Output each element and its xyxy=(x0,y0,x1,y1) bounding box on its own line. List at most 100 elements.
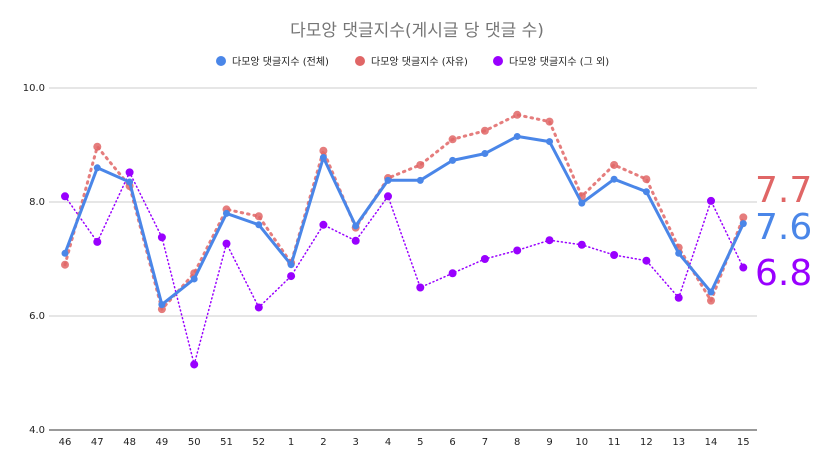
x-tick-label: 52 xyxy=(252,437,265,448)
data-point-all xyxy=(675,249,683,257)
legend-label-all: 다모앙 댓글지수 (전체) xyxy=(232,56,329,68)
y-tick-label: 10.0 xyxy=(23,83,45,94)
data-point-other xyxy=(254,303,263,312)
y-axis: 4.0 6.0 8.0 10.0 xyxy=(23,83,45,436)
data-point-free xyxy=(416,160,425,169)
data-point-other xyxy=(480,255,489,263)
data-point-all xyxy=(223,209,230,217)
data-point-free xyxy=(61,260,69,269)
end-label-all: 7.6 xyxy=(755,207,812,248)
x-tick-label: 49 xyxy=(156,437,169,448)
gridlines xyxy=(49,87,757,431)
data-point-free xyxy=(642,175,651,184)
y-tick-label: 6.0 xyxy=(29,311,45,322)
data-point-free xyxy=(739,213,748,222)
x-tick-label: 48 xyxy=(123,437,136,448)
data-point-free xyxy=(254,212,263,221)
data-point-other xyxy=(190,360,199,369)
y-tick-label: 4.0 xyxy=(29,425,45,436)
data-point-all xyxy=(610,175,618,183)
data-point-other xyxy=(448,269,457,278)
data-point-all xyxy=(190,275,198,283)
data-point-free xyxy=(93,142,102,151)
data-point-other xyxy=(610,251,619,260)
series-all xyxy=(61,132,747,309)
x-tick-label: 47 xyxy=(91,437,104,448)
x-tick-label: 12 xyxy=(640,437,653,448)
data-point-other xyxy=(287,272,296,281)
data-point-other xyxy=(642,256,651,265)
legend: 다모앙 댓글지수 (전체) 다모앙 댓글지수 (자유) 다모앙 댓글지수 (그 … xyxy=(216,56,609,68)
data-point-all xyxy=(449,156,457,164)
series-free xyxy=(61,110,748,314)
data-point-all xyxy=(319,154,327,162)
data-point-other xyxy=(93,237,102,246)
data-point-other xyxy=(416,283,425,292)
x-tick-label: 4 xyxy=(385,437,391,448)
data-point-all xyxy=(416,176,424,184)
x-axis: 46 47 48 49 50 51 52 1 2 3 4 5 6 7 8 9 10 11 12 13 14 15 xyxy=(59,437,750,448)
x-tick-label: 5 xyxy=(417,437,423,448)
x-tick-label: 46 xyxy=(59,437,72,448)
data-point-all xyxy=(287,261,295,269)
data-point-all xyxy=(158,301,166,309)
legend-item-free: 다모앙 댓글지수 (자유) xyxy=(355,56,468,68)
data-point-all xyxy=(384,176,392,184)
x-tick-label: 13 xyxy=(672,437,685,448)
x-tick-label: 2 xyxy=(320,437,326,448)
series-layer xyxy=(61,110,748,369)
data-point-other xyxy=(157,233,166,242)
data-point-all xyxy=(93,164,101,172)
data-point-free xyxy=(545,117,554,126)
legend-item-all: 다모앙 댓글지수 (전체) xyxy=(216,56,329,68)
data-point-free xyxy=(448,135,457,144)
series-line-other xyxy=(64,171,745,366)
data-point-all xyxy=(546,138,553,146)
data-point-free xyxy=(319,146,328,155)
x-tick-label: 7 xyxy=(482,437,488,448)
x-tick-label: 15 xyxy=(737,437,750,448)
legend-item-other: 다모앙 댓글지수 (그 외) xyxy=(493,56,609,68)
data-point-other xyxy=(125,168,134,177)
x-tick-label: 1 xyxy=(288,437,294,448)
series-line-all xyxy=(63,134,745,307)
end-label-free: 7.7 xyxy=(755,170,812,211)
data-point-other xyxy=(739,263,748,272)
data-point-free xyxy=(707,296,715,305)
x-tick-label: 50 xyxy=(188,437,201,448)
legend-swatch-all xyxy=(216,56,226,66)
x-tick-label: 10 xyxy=(575,437,588,448)
legend-label-other: 다모앙 댓글지수 (그 외) xyxy=(509,56,609,68)
data-point-all xyxy=(739,220,747,228)
data-point-free xyxy=(480,126,489,135)
data-point-all xyxy=(513,132,521,140)
data-point-other xyxy=(674,293,683,302)
x-tick-label: 6 xyxy=(449,437,455,448)
data-point-other xyxy=(577,240,586,249)
data-point-all xyxy=(707,288,715,296)
data-point-all xyxy=(255,221,263,229)
end-label-other: 6.8 xyxy=(755,253,812,294)
series-other xyxy=(61,168,748,369)
legend-label-free: 다모앙 댓글지수 (자유) xyxy=(371,56,468,68)
data-point-free xyxy=(610,160,619,169)
series-line-free xyxy=(63,113,745,311)
legend-swatch-free xyxy=(355,56,365,66)
data-point-other xyxy=(545,236,554,245)
data-point-other xyxy=(61,192,69,201)
legend-swatch-other xyxy=(493,56,503,66)
data-point-other xyxy=(222,239,231,248)
data-point-all xyxy=(352,222,360,230)
x-tick-label: 11 xyxy=(608,437,621,448)
x-tick-label: 51 xyxy=(220,437,233,448)
x-tick-label: 9 xyxy=(546,437,552,448)
data-point-other xyxy=(513,246,522,255)
data-point-all xyxy=(642,188,650,196)
data-point-all xyxy=(578,199,586,207)
data-point-other xyxy=(384,192,392,201)
data-point-other xyxy=(319,220,328,229)
x-tick-label: 14 xyxy=(705,437,718,448)
data-point-other xyxy=(707,196,715,205)
y-tick-label: 8.0 xyxy=(29,197,45,208)
